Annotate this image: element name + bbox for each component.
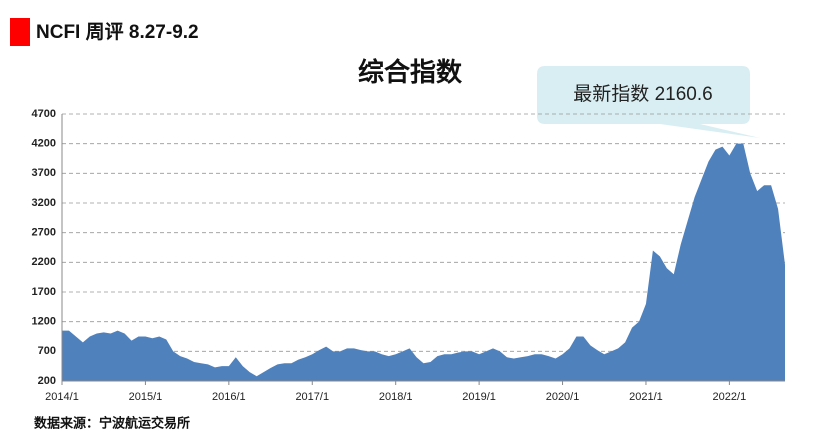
callout-text: 最新指数 2160.6 [573, 83, 712, 105]
chart-title: 综合指数 [358, 57, 463, 87]
x-tick-label: 2022/1 [713, 391, 747, 403]
x-tick-label: 2020/1 [546, 391, 580, 403]
x-tick-label: 2021/1 [629, 391, 663, 403]
y-tick-label: 2700 [32, 227, 56, 239]
header-marker [10, 18, 30, 46]
callout-bubble [537, 66, 760, 138]
x-tick-label: 2019/1 [462, 391, 496, 403]
y-tick-label: 1700 [32, 286, 56, 298]
area [62, 143, 785, 381]
y-tick-label: 700 [38, 345, 56, 357]
x-tick-label: 2018/1 [379, 391, 413, 403]
x-tick-label: 2016/1 [212, 391, 246, 403]
x-tick-label: 2015/1 [129, 391, 163, 403]
source-note: 数据来源：宁波航运交易所 [34, 415, 190, 430]
header-title: NCFI 周评 8.27-9.2 [36, 21, 199, 43]
y-tick-label: 200 [38, 375, 56, 387]
x-tick-label: 2014/1 [45, 391, 79, 403]
y-tick-label: 1200 [32, 316, 56, 328]
x-tick-label: 2017/1 [295, 391, 329, 403]
y-tick-label: 3700 [32, 167, 56, 179]
y-tick-label: 2200 [32, 256, 56, 268]
y-tick-label: 4200 [32, 138, 56, 150]
y-tick-label: 3200 [32, 197, 56, 209]
y-tick-label: 4700 [32, 108, 56, 120]
